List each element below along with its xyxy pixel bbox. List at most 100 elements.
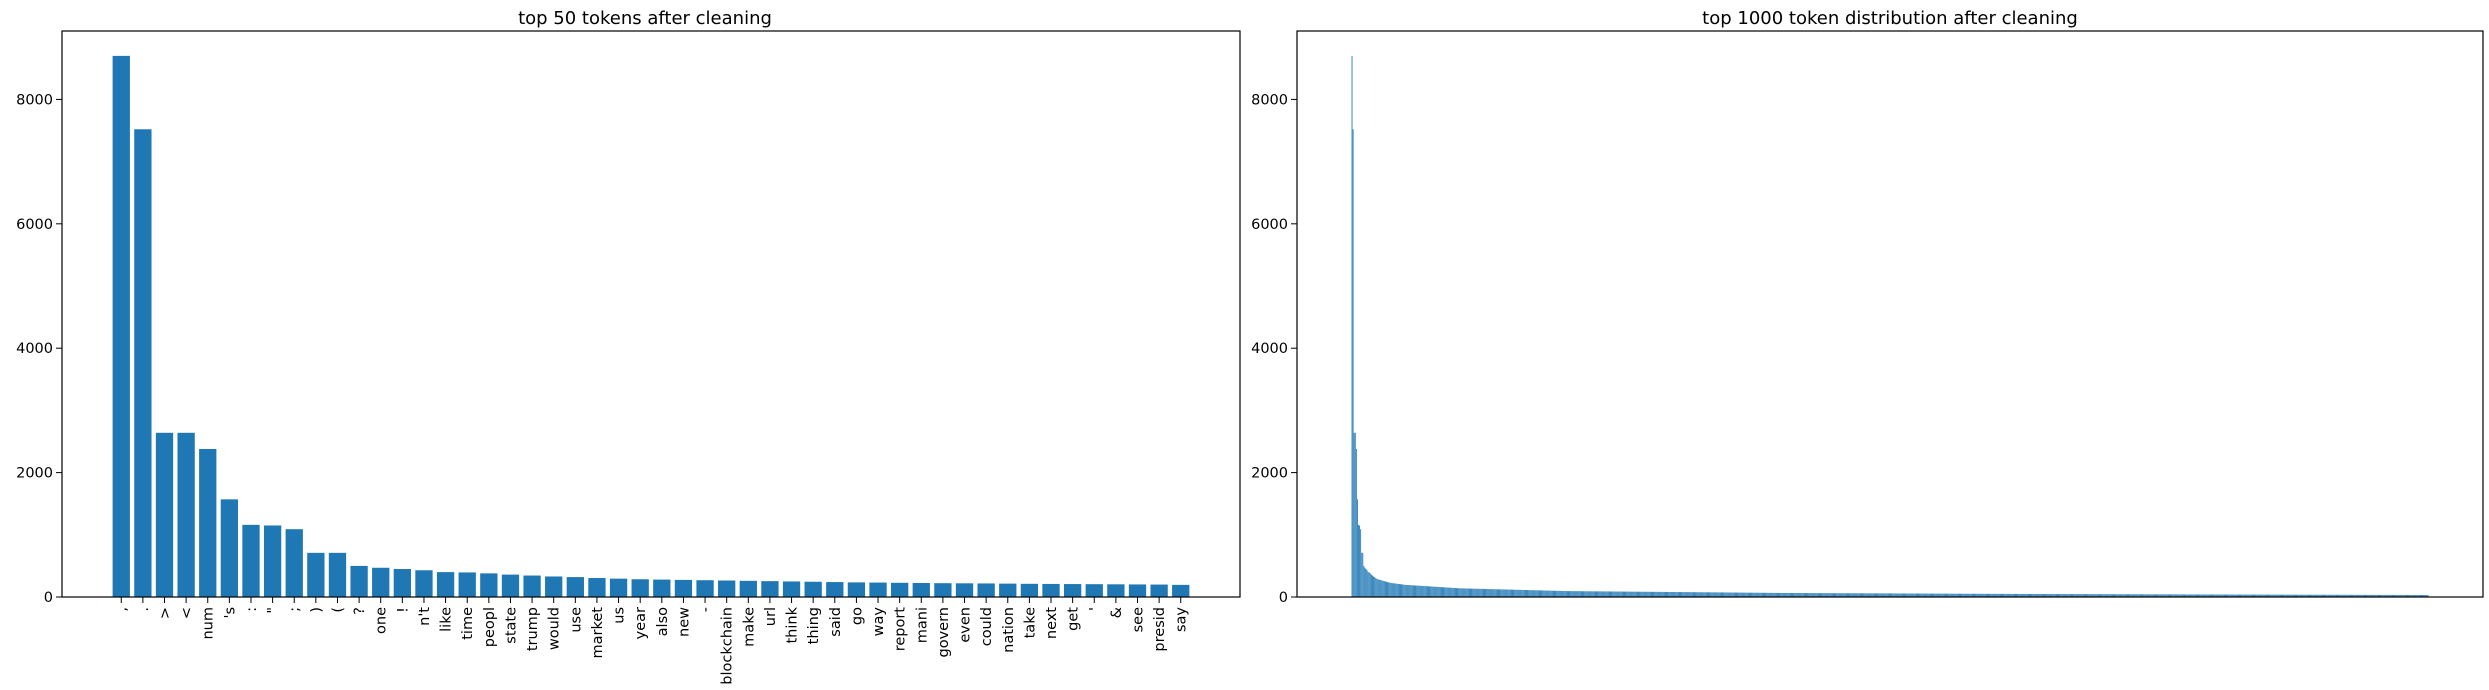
- bar: [1963, 593, 1965, 597]
- bar: [1434, 586, 1436, 597]
- bar: [1798, 593, 1800, 597]
- bar: [1461, 588, 1463, 597]
- bar: [1601, 591, 1603, 597]
- x-tick-label: think: [785, 606, 801, 643]
- bar: [2054, 594, 2056, 597]
- bar: [1615, 591, 1617, 597]
- bar: [2293, 594, 2295, 597]
- bar: [2274, 594, 2276, 597]
- bar: [1436, 586, 1438, 597]
- bar: [1825, 593, 1827, 597]
- bar: [2134, 594, 2136, 597]
- bar: [2147, 594, 2149, 597]
- bar: [2108, 594, 2110, 597]
- bar: [2220, 594, 2222, 597]
- bar: [1588, 591, 1590, 597]
- bar: [1401, 584, 1403, 597]
- bar: [1676, 592, 1678, 597]
- bar: [1521, 589, 1523, 597]
- bar: [1801, 593, 1803, 597]
- bar: [1567, 591, 1568, 597]
- bar: [1797, 593, 1799, 597]
- bar: [1741, 592, 1743, 597]
- bar: [2090, 594, 2092, 597]
- bar: [1690, 592, 1692, 597]
- bar: [1927, 593, 1929, 597]
- x-tick-label: url: [763, 607, 779, 626]
- bar: [2223, 594, 2225, 597]
- bar: [2008, 593, 2010, 597]
- bar: [1684, 592, 1686, 597]
- bar: [1593, 591, 1595, 597]
- bar: [2086, 594, 2087, 597]
- bar: [1527, 590, 1529, 597]
- bar: [1808, 593, 1810, 597]
- bar: [1665, 591, 1666, 597]
- bar: [1922, 593, 1924, 597]
- bar: [177, 432, 195, 597]
- bar: [307, 552, 325, 597]
- bar: [1945, 593, 1946, 597]
- bar: [1518, 589, 1520, 597]
- bar: [1911, 593, 1913, 597]
- bar: [1946, 593, 1947, 597]
- bar: [1493, 589, 1495, 597]
- x-tick-label: mani: [914, 607, 930, 643]
- bar: [1794, 593, 1796, 597]
- bar: [1559, 590, 1561, 597]
- bar: [2024, 593, 2026, 597]
- bar: [1389, 582, 1391, 597]
- bar: [2212, 594, 2213, 597]
- bar: [1510, 589, 1512, 597]
- bar: [1715, 592, 1717, 597]
- bar: [1635, 591, 1637, 597]
- bar: [2045, 594, 2047, 597]
- bar: [480, 573, 498, 597]
- bar: [1683, 592, 1685, 597]
- bar: [2369, 594, 2371, 597]
- bar: [1697, 592, 1699, 597]
- bar: [1411, 585, 1413, 597]
- bar: [1369, 573, 1371, 597]
- bar: [1974, 593, 1975, 597]
- bar: [1736, 592, 1737, 597]
- bar: [2018, 593, 2020, 597]
- bar: [2251, 594, 2253, 597]
- bar: [1816, 593, 1818, 597]
- bar: [1597, 591, 1599, 597]
- bar: [1415, 585, 1417, 597]
- bar: [2151, 594, 2153, 597]
- bar: [1779, 592, 1781, 597]
- bar: [1373, 576, 1375, 597]
- bar: [1403, 584, 1405, 597]
- bar: [1659, 591, 1661, 597]
- bar: [2297, 594, 2299, 597]
- bar: [458, 572, 476, 597]
- bar: [1515, 589, 1517, 597]
- bar: [1372, 575, 1373, 597]
- bar: [1516, 589, 1518, 597]
- bar: [1560, 590, 1562, 597]
- bar: [2281, 594, 2282, 597]
- bar: [2264, 594, 2266, 597]
- bar: [2375, 594, 2377, 597]
- bar: [1787, 592, 1789, 597]
- bar: [2170, 594, 2171, 597]
- bar: [1406, 584, 1408, 597]
- bar: [1172, 584, 1190, 597]
- bar: [112, 55, 130, 597]
- bar: [1924, 593, 1926, 597]
- bar: [2298, 594, 2300, 597]
- bar: [1473, 588, 1475, 597]
- bar: [2219, 594, 2221, 597]
- bar: [1959, 593, 1960, 597]
- bar: [1721, 592, 1722, 597]
- bar: [1543, 590, 1545, 597]
- bar: [2152, 594, 2154, 597]
- bar: [1980, 593, 1982, 597]
- bar: [2124, 594, 2126, 597]
- bar: [1786, 592, 1788, 597]
- bar: [1987, 593, 1988, 597]
- bar: [1561, 590, 1563, 597]
- bar: [1766, 592, 1768, 597]
